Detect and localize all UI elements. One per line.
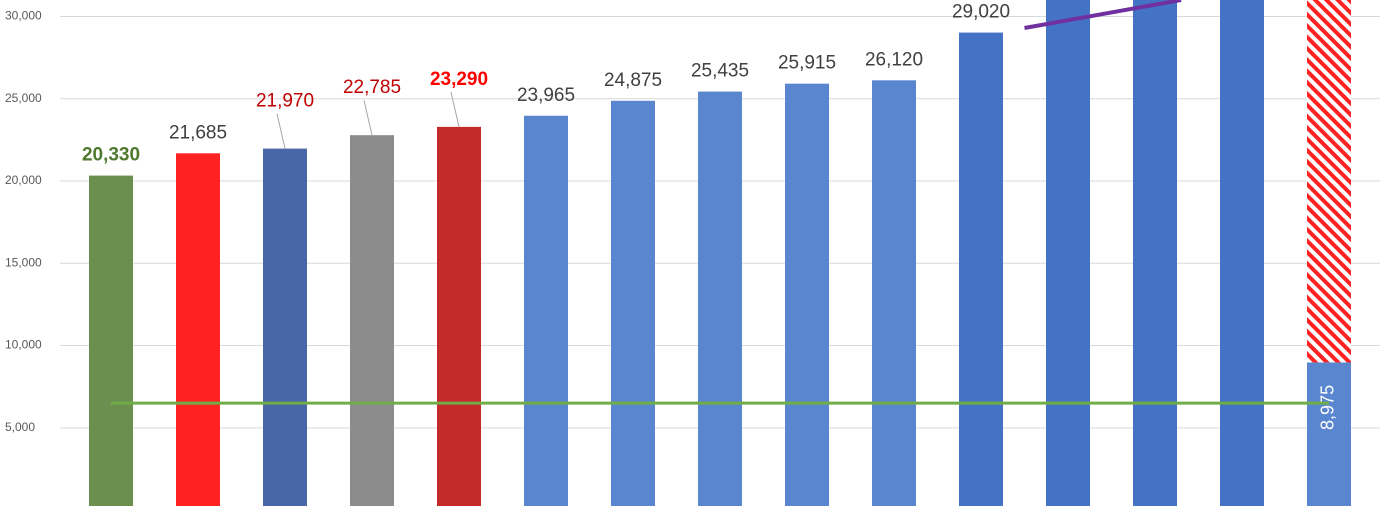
value-label: 25,915	[778, 53, 836, 74]
value-label: 26,120	[865, 49, 923, 70]
bar	[524, 116, 568, 506]
value-label: 21,970	[256, 91, 314, 112]
bar	[1307, 362, 1351, 506]
leader-line	[364, 100, 372, 135]
value-label: 21,685	[169, 122, 227, 143]
y-tick-label: 5,000	[5, 420, 35, 434]
bar	[176, 153, 220, 506]
bar	[872, 80, 916, 506]
value-label: 24,875	[604, 70, 662, 91]
bar	[785, 84, 829, 506]
bar	[698, 92, 742, 506]
value-label: 20,330	[82, 145, 140, 166]
value-label: 29,020	[952, 2, 1010, 23]
leader-line	[451, 92, 459, 127]
bar	[611, 101, 655, 506]
y-tick-label: 10,000	[5, 338, 42, 352]
chart: 5,000 10,000 15,000 20,000 25,000 30,000 20,33…	[0, 0, 1380, 506]
value-label: 23,290	[430, 69, 488, 90]
bar	[1220, 0, 1264, 506]
bar	[263, 149, 307, 506]
y-tick-label: 30,000	[5, 9, 42, 23]
value-label: 25,435	[691, 61, 749, 82]
bar	[437, 127, 481, 506]
value-label: 23,965	[517, 85, 575, 106]
value-label: 22,785	[343, 77, 401, 98]
bar	[959, 33, 1003, 506]
bar	[89, 176, 133, 506]
hatch-segment	[1307, 0, 1351, 362]
y-tick-label: 15,000	[5, 255, 42, 269]
leader-line	[277, 114, 285, 149]
bar	[350, 135, 394, 506]
bar	[1133, 0, 1177, 506]
y-tick-label: 25,000	[5, 91, 42, 105]
value-label: 8,975	[1318, 385, 1338, 430]
bar	[1046, 0, 1090, 506]
y-tick-label: 20,000	[5, 173, 42, 187]
